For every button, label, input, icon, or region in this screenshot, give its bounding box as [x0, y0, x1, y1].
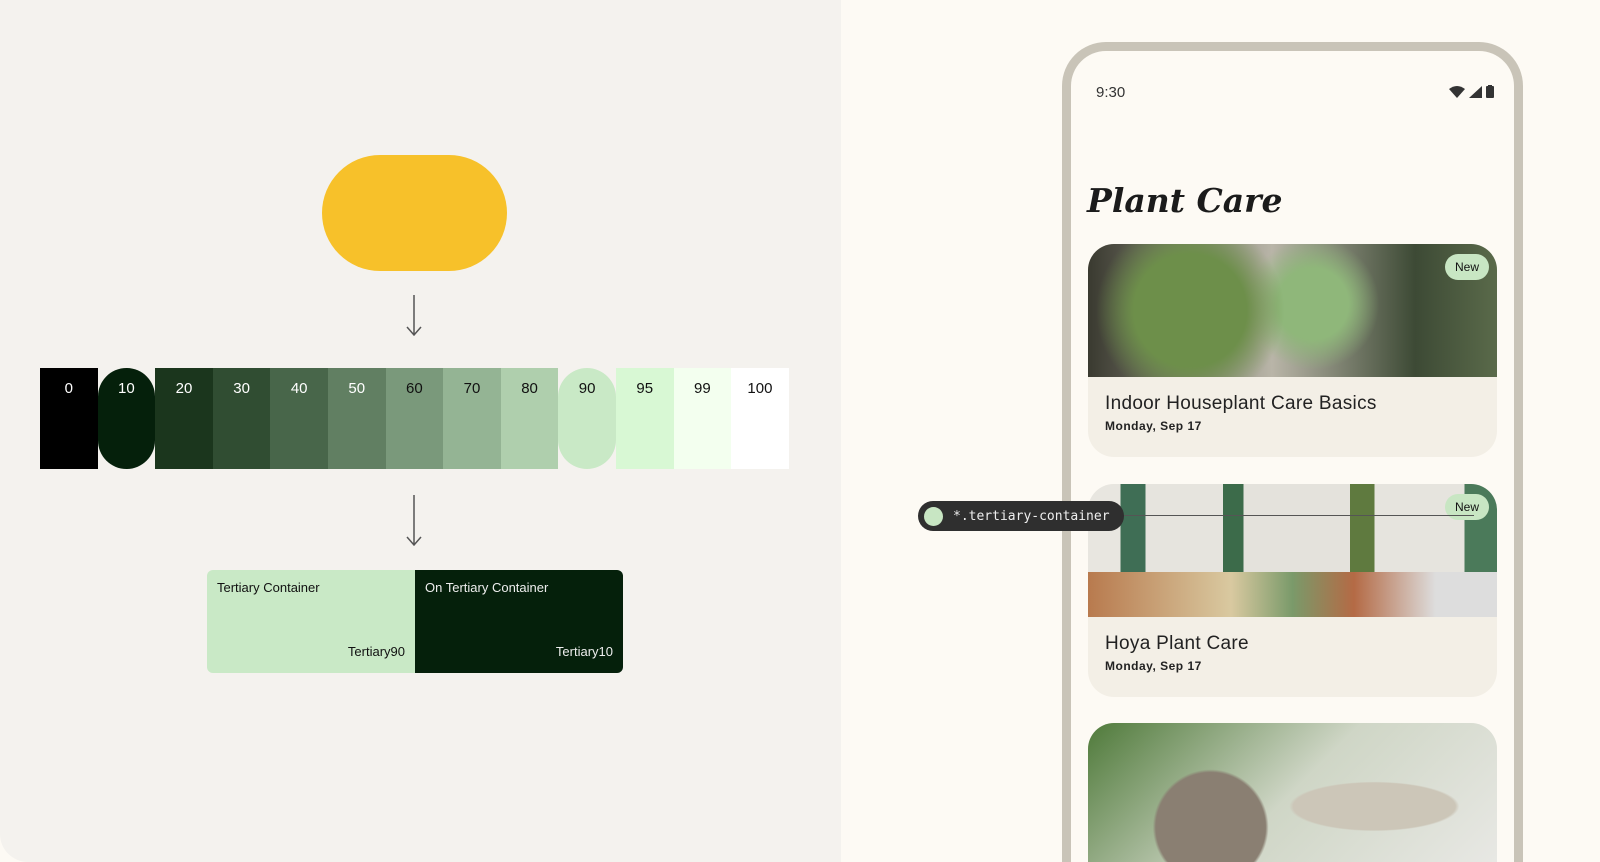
- tone-swatch-60: 60: [385, 368, 444, 469]
- role-label: Tertiary Container: [217, 580, 320, 595]
- wifi-icon: [1449, 85, 1465, 98]
- card-date: Monday, Sep 17: [1105, 419, 1202, 433]
- tone-swatch-70: 70: [443, 368, 501, 469]
- arrow-down-icon: [406, 295, 422, 337]
- card-title: Indoor Houseplant Care Basics: [1105, 393, 1377, 414]
- new-badge: New: [1444, 254, 1489, 280]
- token-label: *.tertiary-container: [953, 508, 1110, 524]
- article-card[interactable]: [1088, 723, 1497, 862]
- tone-label: Tertiary90: [347, 644, 405, 659]
- phone-frame: 9:30 Plant Care New Indoor Houseplant Ca…: [1062, 42, 1523, 862]
- color-token-annotation: *.tertiary-container: [918, 501, 1124, 531]
- article-card[interactable]: New Indoor Houseplant Care Basics Monday…: [1088, 244, 1497, 457]
- page-title: Plant Care: [1087, 181, 1283, 220]
- annotation-line: [1124, 515, 1474, 516]
- status-icons: [1449, 85, 1494, 98]
- tone-swatch-50: 50: [327, 368, 386, 469]
- tone-swatch-30: 30: [212, 368, 271, 469]
- signal-icon: [1469, 85, 1482, 98]
- new-badge: New: [1444, 494, 1489, 520]
- card-image: [1088, 723, 1497, 862]
- tonal-palette: 0 10 20 30 40 50 60 70 80 90 95 99 100: [40, 368, 789, 469]
- seed-color-swatch: [322, 155, 507, 271]
- tone-swatch-0: 0: [40, 368, 98, 469]
- left-panel: 0 10 20 30 40 50 60 70 80 90 95 99 100 Tertiary Cont…: [40, 155, 789, 673]
- color-dot-icon: [924, 506, 943, 526]
- status-time: 9:30: [1096, 84, 1126, 101]
- tertiary-container-swatch: Tertiary Container Tertiary90: [207, 570, 415, 673]
- tone-swatch-90: 90: [558, 368, 616, 469]
- tone-swatch-99: 99: [673, 368, 732, 469]
- article-card[interactable]: New Hoya Plant Care Monday, Sep 17: [1088, 484, 1497, 697]
- card-title: Hoya Plant Care: [1105, 633, 1249, 654]
- card-date: Monday, Sep 17: [1105, 659, 1202, 673]
- tone-swatch-10: 10: [97, 368, 156, 469]
- tone-swatch-20: 20: [155, 368, 213, 469]
- card-image: New: [1088, 244, 1497, 377]
- tone-swatch-80: 80: [500, 368, 559, 469]
- card-image: New: [1088, 484, 1497, 617]
- tone-label: Tertiary10: [555, 644, 613, 659]
- tone-swatch-40: 40: [270, 368, 328, 469]
- role-label: On Tertiary Container: [425, 580, 549, 595]
- tone-swatch-100: 100: [731, 368, 789, 469]
- arrow-down-icon: [406, 495, 422, 547]
- battery-icon: [1486, 85, 1494, 98]
- on-tertiary-container-swatch: On Tertiary Container Tertiary10: [415, 570, 623, 673]
- tone-swatch-95: 95: [615, 368, 674, 469]
